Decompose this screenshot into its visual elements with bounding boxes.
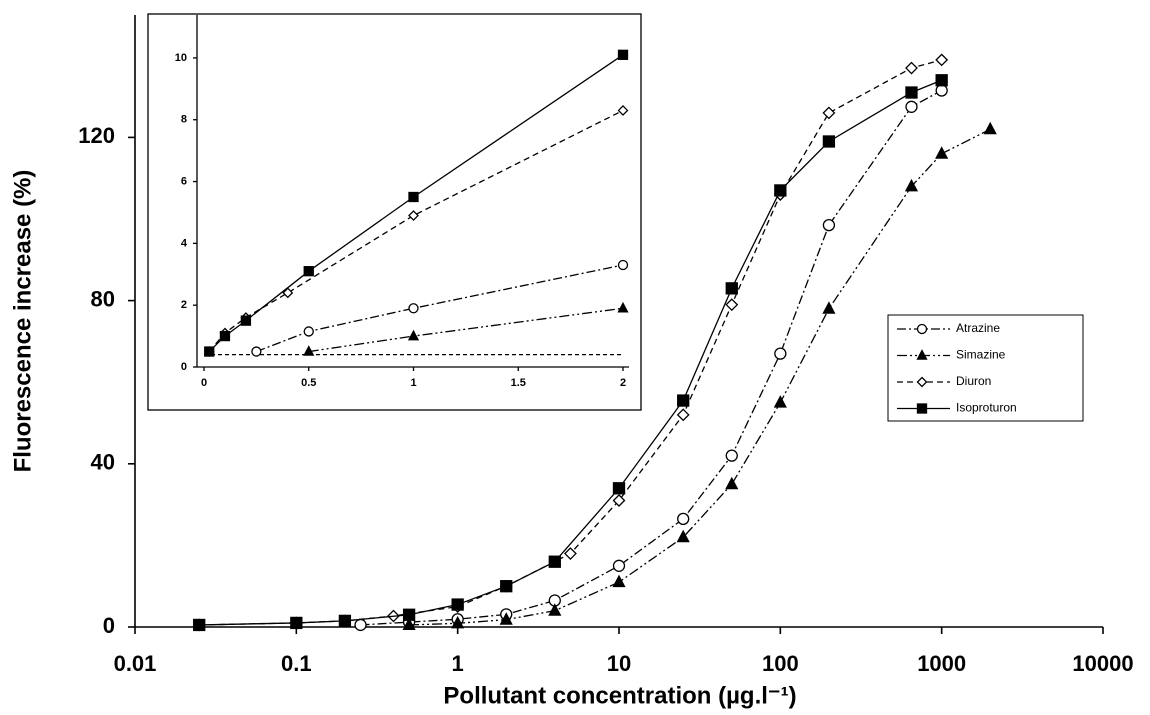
marker [451,598,464,611]
x-tick-label: 1000 [917,651,966,676]
marker [916,403,928,414]
marker [407,329,420,341]
y-tick-label: 4 [181,237,188,249]
marker [402,608,416,621]
marker [983,121,997,135]
y-tick-label: 10 [175,52,187,64]
marker [240,315,252,326]
marker [725,298,739,312]
marker [338,614,352,628]
marker [612,574,626,588]
marker [408,191,419,203]
x-axis-title: Pollutant concentration (µg.l⁻¹) [443,682,796,709]
marker [548,555,561,568]
x-tick-label: 1 [410,377,416,389]
series-line [256,264,624,353]
marker [677,512,690,526]
y-tick-label: 8 [181,114,187,126]
marker [904,178,919,192]
marker [935,53,949,67]
marker [725,282,738,295]
marker [916,376,928,388]
series-line [409,128,991,626]
marker [354,618,367,632]
marker [905,61,918,75]
marker [251,346,262,357]
marker [774,347,787,360]
x-tick-label: 0.01 [114,651,157,676]
marker [676,408,690,422]
marker [822,218,836,232]
x-tick-label: 1 [452,651,464,676]
marker [905,86,918,99]
marker [402,617,416,631]
marker [219,330,231,342]
x-tick-label: 0 [201,377,207,389]
marker [935,84,948,97]
marker [204,346,215,357]
series-line [199,79,942,626]
marker [548,603,562,616]
x-tick-label: 100 [762,651,799,676]
marker [725,449,738,462]
y-axis-title: Fluorescence increase (%) [9,170,36,473]
marker [193,618,206,632]
y-tick-label: 0 [181,361,187,373]
marker [774,184,787,197]
y-tick-label: 6 [181,175,187,187]
marker [564,547,577,560]
marker [905,100,918,113]
marker [499,612,513,625]
legend-label: Isoproturon [956,401,1017,415]
marker [677,394,690,407]
legend-label: Atrazine [956,321,1000,335]
marker [408,210,419,221]
marker [822,301,836,314]
marker [282,287,294,299]
marker [617,105,629,116]
marker [725,476,739,490]
y-tick-label: 80 [91,286,115,311]
x-tick-label: 10 [607,651,631,676]
x-tick-label: 2 [620,377,626,389]
marker [451,615,465,629]
marker [290,616,303,630]
marker [303,266,314,277]
series-line [360,89,942,626]
x-tick-label: 0.1 [281,651,312,676]
y-tick-label: 0 [103,613,115,638]
y-tick-label: 120 [78,123,115,148]
legend-label: Diuron [956,374,991,388]
marker [612,482,626,495]
marker [676,529,690,543]
marker [408,303,419,314]
x-tick-label: 10000 [1072,651,1133,676]
marker [617,301,629,313]
x-tick-label: 0.5 [301,377,316,389]
marker [773,395,787,408]
inset-frame [147,13,642,411]
marker [303,345,315,356]
marker [612,494,626,507]
marker [617,259,629,271]
marker [822,135,836,148]
marker [822,106,836,120]
marker [916,323,928,335]
y-tick-label: 40 [91,450,115,475]
marker [935,146,949,159]
marker [303,326,314,337]
marker [500,580,513,593]
marker [935,74,948,87]
marker [612,559,626,572]
legend-label: Simazine [956,348,1006,362]
marker [617,49,629,60]
y-tick-label: 2 [181,299,187,311]
x-tick-label: 1.5 [511,377,526,389]
marker [916,349,928,360]
